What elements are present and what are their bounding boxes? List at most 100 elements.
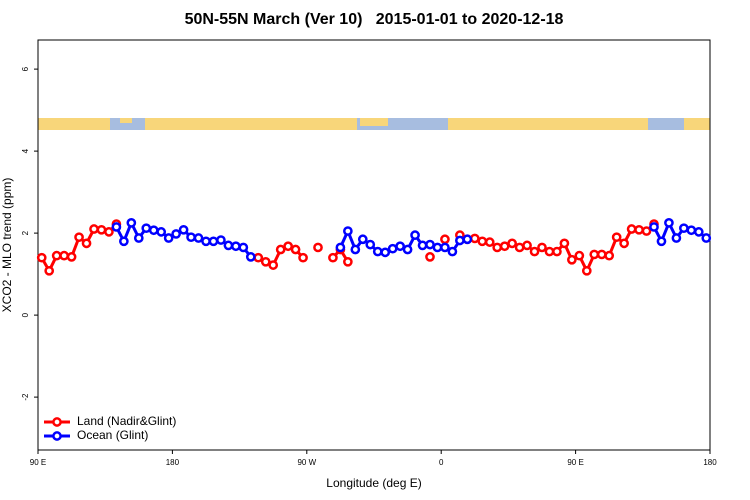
y-tick-label: 4 xyxy=(21,148,30,153)
data-point xyxy=(417,240,428,251)
data-point xyxy=(507,238,517,249)
data-point xyxy=(372,246,383,257)
data-point xyxy=(245,252,256,262)
data-point xyxy=(298,252,308,263)
data-point xyxy=(201,236,211,247)
data-point xyxy=(313,242,323,253)
data-point xyxy=(119,236,129,247)
y-tick-label: 6 xyxy=(21,66,30,71)
y-axis-label: XCO2 - MLO trend (ppm) xyxy=(0,178,14,313)
data-point xyxy=(544,246,555,257)
data-point xyxy=(604,250,615,261)
y-tick-label: -2 xyxy=(21,393,30,401)
data-point xyxy=(343,226,353,236)
data-point xyxy=(141,223,152,234)
data-point xyxy=(365,239,376,250)
data-point xyxy=(253,252,264,263)
data-point xyxy=(208,236,219,247)
data-point xyxy=(574,250,585,261)
data-point xyxy=(395,241,405,252)
data-point xyxy=(163,233,174,243)
data-point xyxy=(529,246,540,257)
data-point xyxy=(335,242,346,253)
data-point xyxy=(589,249,600,260)
x-tick-label: 180 xyxy=(703,458,717,467)
data-point xyxy=(89,224,99,234)
land-band xyxy=(120,118,132,123)
data-point xyxy=(328,252,338,263)
data-point xyxy=(611,232,622,243)
legend-marker xyxy=(52,431,62,441)
data-point xyxy=(51,250,62,261)
data-point xyxy=(552,246,562,257)
data-point xyxy=(193,233,204,243)
chart-title: 50N-55N March (Ver 10) 2015-01-01 to 202… xyxy=(185,11,564,28)
land-band xyxy=(38,118,110,130)
data-point xyxy=(701,233,712,243)
data-point xyxy=(104,227,114,237)
plot-frame xyxy=(37,39,711,451)
data-point xyxy=(619,238,629,249)
data-point xyxy=(447,246,458,257)
data-point xyxy=(514,242,525,253)
data-point xyxy=(81,238,92,249)
data-point xyxy=(171,229,181,239)
data-point xyxy=(44,265,55,276)
data-point xyxy=(626,224,637,234)
data-point xyxy=(440,242,450,253)
map-band xyxy=(38,118,710,130)
data-point xyxy=(387,243,398,254)
data-point xyxy=(36,252,47,263)
data-point xyxy=(537,242,547,253)
data-point xyxy=(111,222,122,232)
data-point xyxy=(425,252,435,262)
data-point xyxy=(290,244,301,255)
data-point xyxy=(499,241,510,252)
data-point xyxy=(581,265,592,276)
data-point xyxy=(126,218,137,228)
y-tick-label: 2 xyxy=(21,230,30,235)
x-tick-label: 180 xyxy=(166,458,180,467)
data-point xyxy=(656,236,667,247)
data-point xyxy=(567,254,577,265)
data-point xyxy=(59,250,69,261)
data-point xyxy=(469,233,480,244)
y-tick-label: 0 xyxy=(21,312,30,317)
x-tick-label: 90 E xyxy=(567,458,583,467)
legend-label: Ocean (Glint) xyxy=(77,428,148,442)
data-point xyxy=(462,234,473,245)
data-point xyxy=(343,256,353,267)
data-point xyxy=(350,244,361,255)
data-point xyxy=(492,242,503,253)
data-point xyxy=(133,233,144,243)
data-point xyxy=(260,256,271,267)
data-point xyxy=(402,244,413,255)
data-point xyxy=(440,234,450,245)
data-point xyxy=(186,232,196,243)
data-point xyxy=(268,260,279,270)
data-point xyxy=(74,232,84,243)
data-point xyxy=(432,242,443,253)
x-tick-label: 0 xyxy=(439,458,444,467)
data-point xyxy=(156,227,167,237)
data-point xyxy=(231,241,241,252)
data-point xyxy=(641,226,652,236)
data-point xyxy=(686,225,697,236)
data-point xyxy=(522,240,532,251)
data-point xyxy=(283,241,293,252)
data-point xyxy=(693,227,704,237)
data-point xyxy=(238,242,249,253)
land-band xyxy=(360,118,388,126)
x-tick-label: 90 E xyxy=(30,458,46,467)
data-point xyxy=(223,240,234,251)
data-point xyxy=(178,224,189,235)
data-point xyxy=(96,224,107,235)
legend-marker xyxy=(52,417,62,427)
x-axis-label: Longitude (deg E) xyxy=(326,476,421,490)
x-tick-label: 90 W xyxy=(297,458,316,467)
data-point xyxy=(380,247,391,258)
land-band xyxy=(448,118,648,130)
legend-label: Land (Nadir&Glint) xyxy=(77,414,176,428)
data-point xyxy=(410,230,420,241)
